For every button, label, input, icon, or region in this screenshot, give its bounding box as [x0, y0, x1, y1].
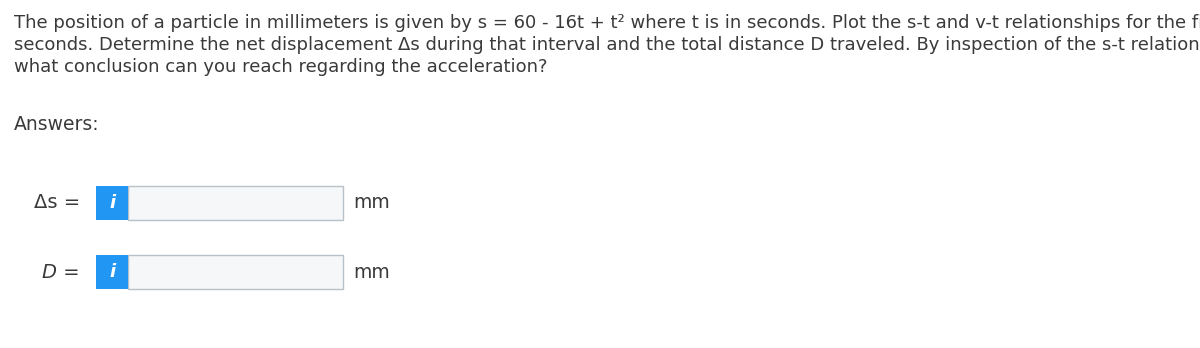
- Text: mm: mm: [353, 262, 390, 282]
- Text: what conclusion can you reach regarding the acceleration?: what conclusion can you reach regarding …: [14, 58, 547, 76]
- Text: seconds. Determine the net displacement Δs during that interval and the total di: seconds. Determine the net displacement …: [14, 36, 1200, 54]
- Text: The position of a particle in millimeters is given by s = 60 - 16t + t² where t : The position of a particle in millimeter…: [14, 14, 1200, 32]
- Bar: [128, 186, 343, 220]
- Bar: [96, 255, 128, 289]
- Text: Δs =: Δs =: [34, 193, 80, 213]
- Bar: [96, 186, 128, 220]
- Text: i: i: [109, 194, 115, 212]
- Text: Answers:: Answers:: [14, 115, 100, 134]
- Text: i: i: [109, 263, 115, 281]
- Bar: [128, 255, 343, 289]
- Text: D =: D =: [42, 262, 80, 282]
- Text: mm: mm: [353, 193, 390, 213]
